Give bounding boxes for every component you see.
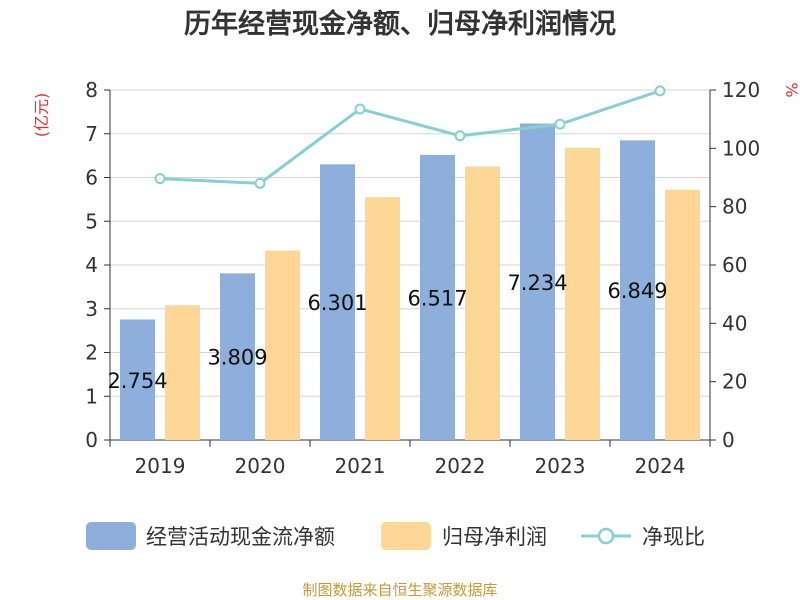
data-label-cashflow: 6.849	[607, 279, 667, 303]
bar-net-profit	[265, 250, 300, 440]
y-right-tick-label: 40	[722, 311, 747, 335]
y-left-tick-label: 1	[85, 384, 98, 408]
y-left-tick-label: 4	[85, 253, 98, 277]
x-tick-label: 2023	[535, 454, 586, 478]
data-label-cashflow: 7.234	[507, 271, 567, 295]
bar-cashflow	[620, 140, 655, 440]
data-label-cashflow: 3.809	[207, 346, 267, 370]
ratio-point	[454, 130, 466, 142]
y-right-unit: %	[782, 82, 800, 97]
legend: 经营活动现金流净额 归母净利润 净现比	[86, 522, 705, 550]
data-label-cashflow: 2.754	[107, 369, 167, 393]
data-labels: 2.754 3.809 6.301 6.517 7.234 6.849	[107, 271, 667, 393]
bar-net-profit	[365, 197, 400, 440]
x-tick-label: 2022	[435, 454, 486, 478]
bar-cashflow	[520, 123, 555, 440]
y-left-tick-label: 0	[85, 428, 98, 452]
source-note: 制图数据来自恒生聚源数据库	[302, 581, 497, 599]
bar-cashflow	[420, 154, 455, 440]
ratio-point	[354, 103, 366, 115]
x-tick-label: 2019	[135, 454, 186, 478]
ratio-line	[159, 89, 661, 185]
legend-label-cashflow: 经营活动现金流净额	[146, 525, 335, 549]
x-tick-label: 2020	[235, 454, 286, 478]
y-right-tick-label: 120	[722, 78, 760, 102]
y-left-tick-label: 7	[85, 122, 98, 146]
chart-title: 历年经营现金净额、归母净利润情况	[184, 8, 616, 40]
bar-net-profit	[165, 305, 200, 440]
bar-net-profit	[665, 189, 700, 440]
legend-swatch-profit	[381, 522, 431, 550]
ratio-point	[554, 118, 566, 130]
data-label-cashflow: 6.517	[407, 286, 467, 310]
bar-cashflow	[220, 273, 255, 440]
y-left-unit: (亿元)	[32, 93, 51, 138]
ratio-point	[254, 177, 266, 189]
y-right-tick-label: 80	[722, 195, 747, 219]
ratio-point	[154, 173, 166, 185]
legend-marker-ratio	[597, 527, 615, 545]
data-label-cashflow: 6.301	[307, 291, 367, 315]
x-tick-label: 2021	[335, 454, 386, 478]
bar-cashflow	[120, 319, 155, 440]
bar-net-profit	[465, 166, 500, 440]
y-left-tick-label: 6	[85, 166, 98, 190]
legend-swatch-cashflow	[86, 522, 136, 550]
y-right-tick-label: 60	[722, 253, 747, 277]
y-left-tick-label: 3	[85, 297, 98, 321]
y-left-tick-label: 2	[85, 341, 98, 365]
grid	[110, 89, 710, 441]
y-right-tick-label: 100	[722, 136, 760, 160]
bar-cashflow	[320, 164, 355, 441]
y-left-tick-label: 5	[85, 209, 98, 233]
bars	[120, 123, 700, 441]
legend-label-profit: 归母净利润	[442, 525, 547, 549]
y-right-tick-label: 20	[722, 370, 747, 394]
x-tick-label: 2024	[635, 454, 686, 478]
y-right-tick-label: 0	[722, 428, 735, 452]
legend-label-ratio: 净现比	[642, 525, 705, 549]
bar-net-profit	[565, 147, 600, 440]
ratio-line-layer	[154, 85, 666, 189]
y-left-tick-label: 8	[85, 78, 98, 102]
ratio-point	[654, 85, 666, 97]
